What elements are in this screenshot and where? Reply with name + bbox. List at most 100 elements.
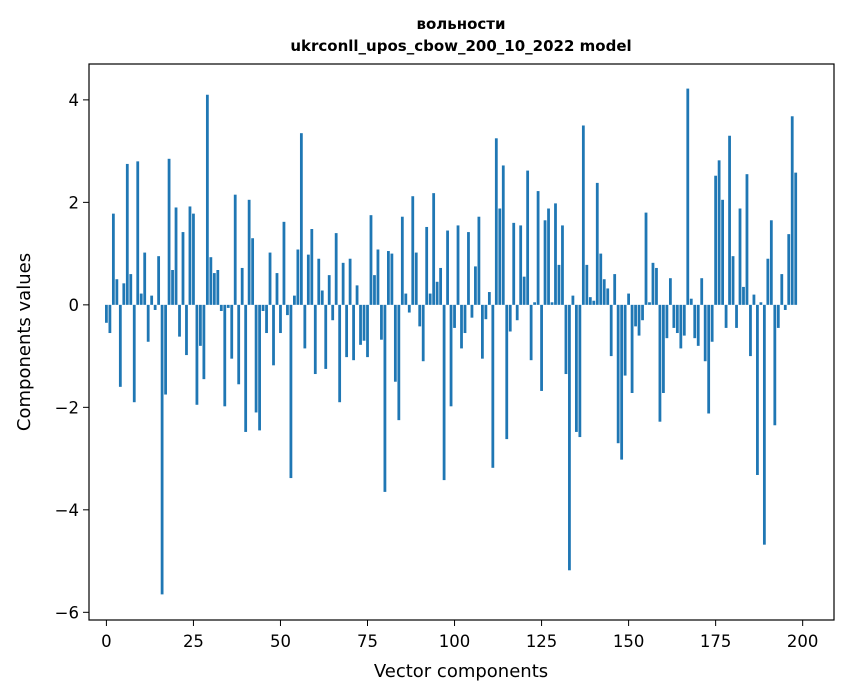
bar-129	[554, 203, 557, 305]
bar-67	[338, 304, 342, 403]
bar-4	[118, 304, 122, 387]
bar-155	[644, 212, 648, 305]
bar-137	[581, 125, 585, 305]
y-axis-ticks: −6 −4 −2 0 2 4	[55, 91, 89, 622]
bar-18	[167, 158, 171, 305]
bar-131	[561, 225, 564, 305]
bar-31	[212, 273, 216, 305]
bar-40	[244, 304, 248, 432]
x-tick-label: 100	[439, 632, 471, 651]
bar-11	[143, 252, 147, 305]
bar-39	[240, 267, 244, 305]
bar-197	[790, 116, 794, 305]
bar-195	[783, 304, 787, 310]
bar-2	[111, 213, 115, 305]
bar-62	[320, 290, 324, 305]
bar-130	[557, 264, 561, 305]
x-tick-label: 125	[526, 632, 558, 651]
bar-139	[588, 297, 592, 305]
bar-134	[571, 295, 575, 305]
bar-164	[675, 304, 679, 334]
bar-127	[547, 208, 550, 305]
bar-105	[470, 304, 474, 318]
y-axis-label: Components values	[14, 253, 35, 431]
bar-110	[487, 292, 491, 305]
bar-125	[540, 304, 543, 391]
bar-107	[477, 216, 481, 305]
bar-14	[153, 304, 157, 310]
x-tick-label: 75	[357, 632, 378, 651]
bar-147	[616, 304, 620, 444]
bar-15	[157, 256, 161, 305]
bar-72	[355, 285, 359, 305]
bar-20	[174, 207, 178, 305]
bar-167	[686, 88, 690, 305]
bar-73	[359, 304, 362, 345]
bar-187	[756, 304, 759, 475]
bar-95	[435, 281, 439, 305]
bar-113	[498, 208, 502, 305]
bar-45	[261, 304, 265, 311]
bar-90	[418, 304, 422, 327]
bar-8	[132, 304, 136, 403]
bar-194	[780, 274, 784, 305]
bar-198	[794, 172, 798, 305]
bar-136	[578, 304, 582, 438]
bar-142	[599, 253, 603, 305]
bar-7	[129, 274, 133, 305]
bar-66	[334, 233, 338, 305]
bar-141	[595, 182, 599, 305]
y-tick-label: −2	[55, 398, 79, 417]
bar-87	[407, 304, 411, 313]
bar-140	[592, 300, 596, 305]
bar-85	[400, 216, 404, 305]
bar-57	[303, 304, 307, 349]
bar-35	[226, 304, 230, 308]
bar-64	[327, 275, 331, 305]
bar-77	[373, 275, 376, 305]
bar-182	[738, 208, 742, 305]
bar-152	[634, 304, 637, 327]
bar-96	[439, 267, 443, 305]
bar-75	[366, 304, 369, 358]
bar-103	[463, 304, 467, 334]
bar-177	[721, 199, 724, 305]
bar-30	[209, 257, 213, 305]
bar-17	[164, 304, 167, 395]
bar-154	[641, 304, 644, 321]
bar-169	[693, 304, 697, 339]
bar-174	[710, 304, 714, 342]
bar-135	[574, 304, 578, 432]
bar-168	[689, 298, 693, 305]
bar-112	[494, 138, 498, 305]
bar-16	[160, 304, 164, 595]
bar-189	[762, 304, 766, 545]
bar-143	[602, 279, 606, 305]
bar-179	[728, 135, 731, 305]
bar-99	[449, 304, 453, 407]
bar-12	[146, 304, 150, 342]
bar-24	[188, 206, 192, 305]
bar-0	[105, 304, 108, 323]
bar-33	[219, 304, 223, 311]
bar-49	[275, 273, 279, 305]
chart-title-line2: ukrconll_upos_cbow_200_10_2022 model	[290, 37, 631, 55]
bar-26	[195, 304, 199, 405]
bar-166	[682, 304, 686, 336]
bar-185	[749, 304, 752, 357]
bar-122	[529, 304, 533, 361]
bar-181	[735, 304, 738, 328]
bar-120	[522, 276, 526, 305]
y-tick-label: 0	[69, 296, 80, 315]
bar-106	[474, 266, 477, 305]
bar-157	[651, 262, 655, 305]
bar-93	[428, 293, 432, 305]
bar-111	[491, 304, 495, 468]
bar-55	[296, 249, 300, 305]
bar-191	[769, 220, 773, 305]
bar-47	[268, 252, 272, 305]
bar-43	[254, 304, 258, 413]
bar-5	[122, 283, 126, 305]
bar-25	[192, 213, 195, 305]
bar-178	[724, 304, 728, 328]
